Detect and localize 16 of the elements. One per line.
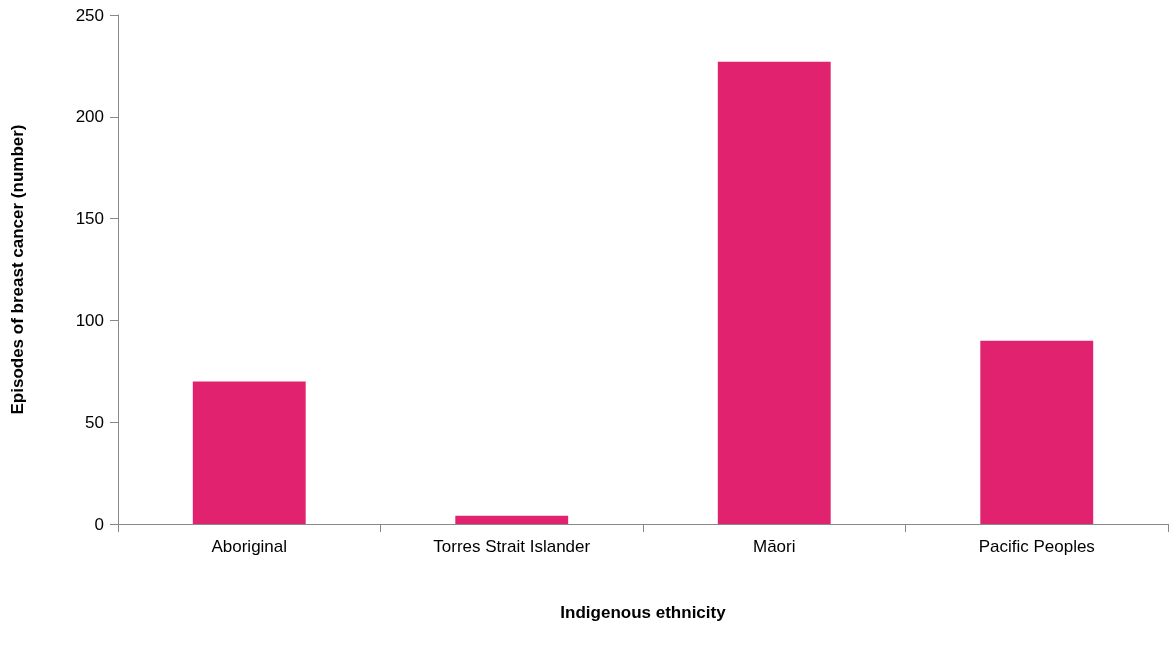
bar — [192, 381, 306, 524]
x-tick-label: Aboriginal — [211, 537, 288, 556]
x-tick-label: Māori — [752, 537, 796, 556]
y-tick-label: 150 — [75, 209, 104, 229]
y-tick-label: 250 — [75, 5, 104, 25]
bar — [455, 515, 569, 524]
x-axis-title: Indigenous ethnicity — [560, 603, 727, 622]
y-tick-label: 200 — [75, 107, 104, 127]
y-tick-label: 0 — [94, 514, 104, 534]
y-tick-label: 100 — [75, 310, 104, 330]
bar — [717, 61, 831, 524]
bar — [980, 340, 1094, 524]
x-tick-label: Torres Strait Islander — [433, 537, 591, 556]
x-tick-label: Pacific Peoples — [978, 537, 1095, 556]
y-axis-title: Episodes of breast cancer (number) — [8, 124, 27, 415]
y-tick-label: 50 — [85, 412, 104, 432]
